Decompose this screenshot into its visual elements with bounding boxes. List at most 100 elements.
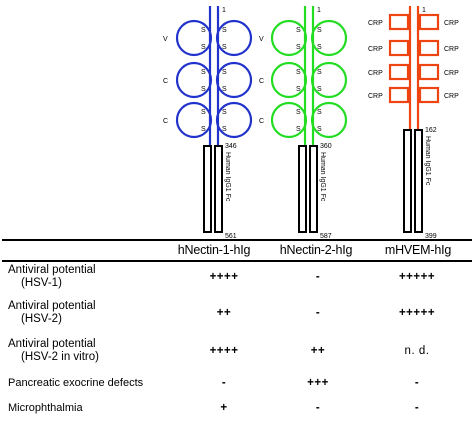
disulfide-label: S — [296, 126, 301, 133]
cell-hsv1-mhvem: +++++ — [398, 271, 436, 283]
cell-pancreatic-hnectin-2: +++ — [307, 377, 329, 389]
cell-hsv2-mhvem: +++++ — [398, 307, 436, 319]
domain-label: V — [259, 36, 264, 43]
domain-label: V — [163, 36, 168, 43]
ig-domain-loop-right — [310, 19, 348, 57]
column-header-mhvem: mHVEM-hIg — [384, 243, 452, 257]
crp-domain-box-left — [388, 39, 410, 57]
cell-hsv1-hnectin-2: - — [315, 271, 321, 283]
fc-region-label: Human IgG1 Fc — [224, 152, 231, 202]
disulfide-label: S — [296, 69, 301, 76]
domain-label: CRP — [444, 46, 459, 53]
disulfide-label: S — [222, 44, 227, 51]
table-top-rule — [2, 239, 472, 241]
crp-domain-box-right — [418, 39, 440, 57]
row-label-line2: (HSV-2) — [21, 313, 62, 325]
disulfide-label: S — [317, 69, 322, 76]
disulfide-label: S — [317, 27, 322, 34]
cell-hsv2-in-vitro-hnectin-2: ++ — [310, 345, 326, 357]
boundary-residue-label: 360 — [320, 143, 332, 150]
cell-pancreatic-mhvem: - — [414, 377, 420, 389]
fc-chain-left — [403, 129, 412, 233]
row-label-antiviral-hsv2: Antiviral potential (HSV-2) — [8, 300, 96, 326]
cell-hsv1-hnectin-1: ++++ — [209, 271, 239, 283]
domain-label: CRP — [444, 93, 459, 100]
cell-microphthalmia-hnectin-1: + — [220, 402, 228, 414]
domain-label: CRP — [444, 70, 459, 77]
domain-label: CRP — [368, 46, 383, 53]
start-residue-label: 1 — [317, 7, 321, 14]
ig-domain-loop-right — [310, 101, 348, 139]
construct-mhvem-diagram: 1 CRP CRP CRP CRP CRP CRP CRP CRP 162 399 Human IgG… — [368, 6, 459, 240]
row-label-line1: Antiviral potential — [8, 338, 96, 350]
ig-domain-loop-left — [175, 101, 213, 139]
cell-hsv2-hnectin-1: ++ — [216, 307, 232, 319]
cell-hsv2-hnectin-2: - — [315, 307, 321, 319]
disulfide-label: S — [201, 44, 206, 51]
disulfide-label: S — [222, 126, 227, 133]
cell-microphthalmia-hnectin-2: - — [315, 402, 321, 414]
fc-chain-left — [203, 145, 212, 233]
row-label-line1: Pancreatic exocrine defects — [8, 377, 144, 389]
cell-hsv2-in-vitro-mhvem: n. d. — [404, 345, 430, 357]
cell-hsv2-in-vitro-hnectin-1: ++++ — [209, 345, 239, 357]
disulfide-label: S — [317, 126, 322, 133]
disulfide-label: S — [222, 27, 227, 34]
disulfide-label: S — [296, 44, 301, 51]
disulfide-label: S — [201, 69, 206, 76]
ig-domain-loop-left — [270, 101, 308, 139]
boundary-residue-label: 346 — [225, 143, 237, 150]
disulfide-label: S — [296, 86, 301, 93]
row-label-antiviral-hsv1: Antiviral potential (HSV-1) — [8, 264, 96, 290]
row-label-microphthalmia: Microphthalmia — [8, 402, 83, 415]
row-label-line1: Antiviral potential — [8, 300, 96, 312]
row-label-line1: Microphthalmia — [8, 402, 83, 414]
disulfide-label: S — [201, 109, 206, 116]
domain-label: C — [259, 78, 264, 85]
disulfide-label: S — [296, 109, 301, 116]
disulfide-label: S — [317, 44, 322, 51]
fc-region-label: Human IgG1 Fc — [319, 152, 326, 202]
crp-domain-box-left — [388, 63, 410, 81]
crp-domain-box-right — [418, 63, 440, 81]
ig-domain-loop-right — [310, 61, 348, 99]
ig-domain-loop-right — [215, 61, 253, 99]
disulfide-label: S — [222, 109, 227, 116]
ig-domain-loop-left — [270, 61, 308, 99]
fc-chain-right — [214, 145, 223, 233]
disulfide-label: S — [201, 86, 206, 93]
fc-region-label: Human IgG1 Fc — [424, 136, 431, 186]
row-label-antiviral-hsv2-in-vitro: Antiviral potential (HSV-2 in vitro) — [8, 338, 99, 364]
ig-domain-loop-left — [175, 61, 213, 99]
start-residue-label: 1 — [222, 7, 226, 14]
cell-pancreatic-hnectin-1: - — [221, 377, 227, 389]
disulfide-label: S — [317, 109, 322, 116]
fc-chain-left — [298, 145, 307, 233]
crp-domain-box-right — [418, 86, 440, 104]
column-header-hnectin-2: hNectin-2-hIg — [279, 243, 353, 257]
row-label-line1: Antiviral potential — [8, 264, 96, 276]
end-residue-label: 561 — [225, 233, 237, 240]
domain-label: CRP — [368, 70, 383, 77]
ig-domain-loop-right — [215, 101, 253, 139]
disulfide-label: S — [201, 27, 206, 34]
domain-label: CRP — [368, 20, 383, 27]
domain-label: C — [259, 118, 264, 125]
crp-domain-box-left — [388, 13, 410, 31]
domain-label: CRP — [368, 93, 383, 100]
row-label-line2: (HSV-2 in vitro) — [21, 351, 99, 363]
domain-label: C — [163, 78, 168, 85]
fc-chain-right — [309, 145, 318, 233]
row-label-line2: (HSV-1) — [21, 277, 62, 289]
construct-diagram: 1 S S S S V V S S S S C C S S S S C C 346 561 Human IgG1 Fc 1… — [163, 6, 459, 240]
fc-chain-right — [414, 129, 423, 233]
construct-hnectin-1-diagram: 1 S S S S V V S S S S C C S S S S C C 346 561 Human IgG1 Fc — [163, 6, 264, 240]
disulfide-label: S — [296, 27, 301, 34]
disulfide-label: S — [222, 86, 227, 93]
disulfide-label: S — [201, 126, 206, 133]
domain-label: C — [163, 118, 168, 125]
header-rule — [2, 260, 472, 262]
end-residue-label: 587 — [320, 233, 332, 240]
ig-domain-loop-left — [175, 19, 213, 57]
crp-domain-box-right — [418, 13, 440, 31]
